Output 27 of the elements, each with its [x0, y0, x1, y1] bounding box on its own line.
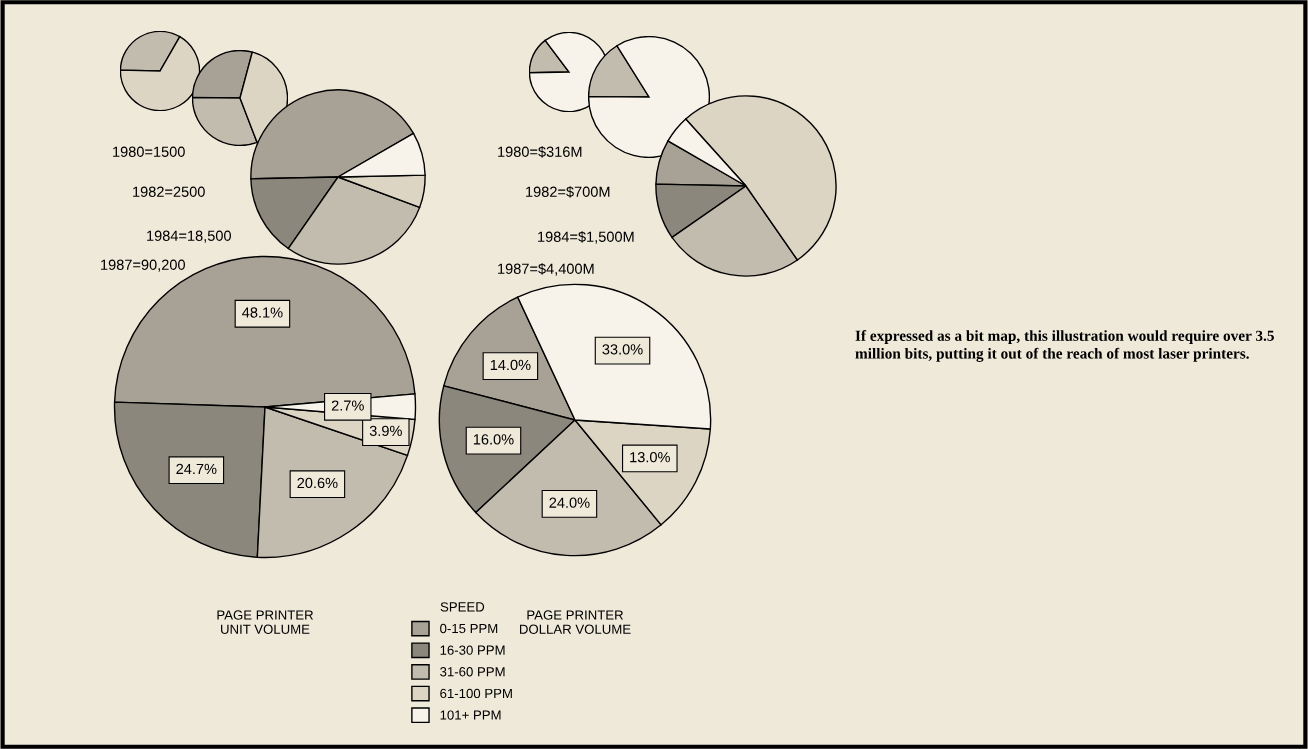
data-label: 14.0%: [490, 359, 531, 371]
legend-label: 0-15 PPM: [440, 623, 498, 634]
legend-label: 61-100 PPM: [440, 688, 512, 699]
text: 1987=$4,400M: [498, 262, 594, 276]
data-label: 24.0%: [549, 497, 590, 508]
text: 1980=$316M: [498, 145, 582, 158]
data-label: 20.6%: [297, 477, 338, 489]
legend-label: 16-30 PPM: [440, 645, 505, 655]
data-label: 48.1%: [242, 307, 283, 318]
text: 1980=1500: [113, 146, 185, 157]
text: 1987=90,200: [101, 259, 185, 272]
legend-title: SPEED: [440, 602, 485, 612]
text: PAGE PRINTER DOLLAR VOLUME: [519, 610, 631, 634]
legend-label: 31-60 PPM: [440, 667, 505, 677]
data-label: 24.7%: [176, 463, 217, 475]
text: 1984=$1,500M: [538, 230, 634, 244]
data-label: 2.7%: [331, 400, 364, 411]
data-label: 16.0%: [473, 434, 514, 445]
text: 1982=2500: [133, 186, 205, 197]
data-label: 33.0%: [602, 344, 643, 355]
text: 1982=$700M: [526, 185, 610, 198]
legend-label: 101+ PPM: [440, 710, 501, 720]
text: If expressed as a bit map, this illustration would require over 3.5 million bits, putting it out of the reach of most laser printers.: [855, 330, 1274, 362]
data-label: 3.9%: [369, 425, 402, 437]
text: PAGE PRINTER UNIT VOLUME: [217, 610, 314, 634]
text: 1984=18,500: [147, 230, 231, 243]
data-label: 13.0%: [630, 452, 670, 463]
